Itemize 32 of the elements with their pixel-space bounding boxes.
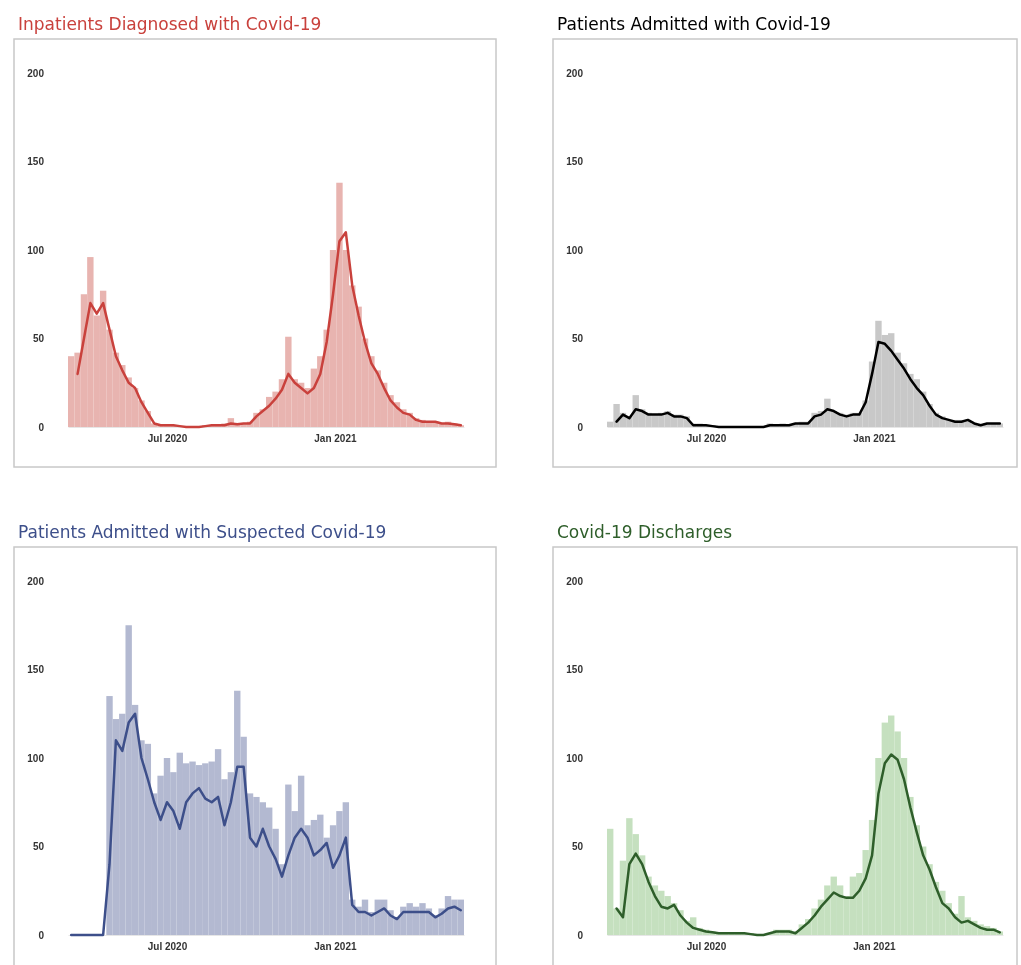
- chart-title: Patients Admitted with Suspected Covid-19: [18, 522, 387, 542]
- x-tick-label: Jan 2021: [853, 941, 896, 953]
- x-tick-label: Jan 2021: [314, 941, 357, 953]
- y-tick-label: 200: [27, 67, 45, 79]
- chart-title: Patients Admitted with Covid-19: [557, 14, 831, 34]
- y-tick-label: 150: [27, 664, 45, 676]
- chart-title: Covid-19 Discharges: [557, 522, 733, 542]
- x-tick-label: Jul 2020: [686, 941, 727, 953]
- x-tick-label: Jul 2020: [686, 433, 727, 445]
- y-tick-label: 100: [27, 752, 45, 764]
- y-tick-label: 50: [32, 333, 45, 345]
- x-tick-label: Jul 2020: [147, 433, 188, 445]
- x-tick-label: Jul 2020: [147, 941, 188, 953]
- y-tick-label: 150: [566, 664, 584, 676]
- y-tick-label: 100: [27, 244, 45, 256]
- y-tick-label: 150: [566, 156, 584, 168]
- y-tick-label: 0: [38, 421, 45, 433]
- y-tick-label: 0: [577, 421, 584, 433]
- y-tick-label: 0: [577, 929, 584, 941]
- y-tick-label: 0: [38, 929, 45, 941]
- y-tick-label: 100: [566, 752, 584, 764]
- x-tick-label: Jan 2021: [314, 433, 357, 445]
- y-tick-label: 100: [566, 244, 584, 256]
- y-tick-label: 50: [32, 841, 45, 853]
- y-tick-label: 200: [27, 575, 45, 587]
- chart-title: Inpatients Diagnosed with Covid-19: [18, 14, 322, 34]
- x-tick-label: Jan 2021: [853, 433, 896, 445]
- y-tick-label: 150: [27, 156, 45, 168]
- y-tick-label: 200: [566, 575, 584, 587]
- y-tick-label: 50: [571, 333, 584, 345]
- y-tick-label: 200: [566, 67, 584, 79]
- y-tick-label: 50: [571, 841, 584, 853]
